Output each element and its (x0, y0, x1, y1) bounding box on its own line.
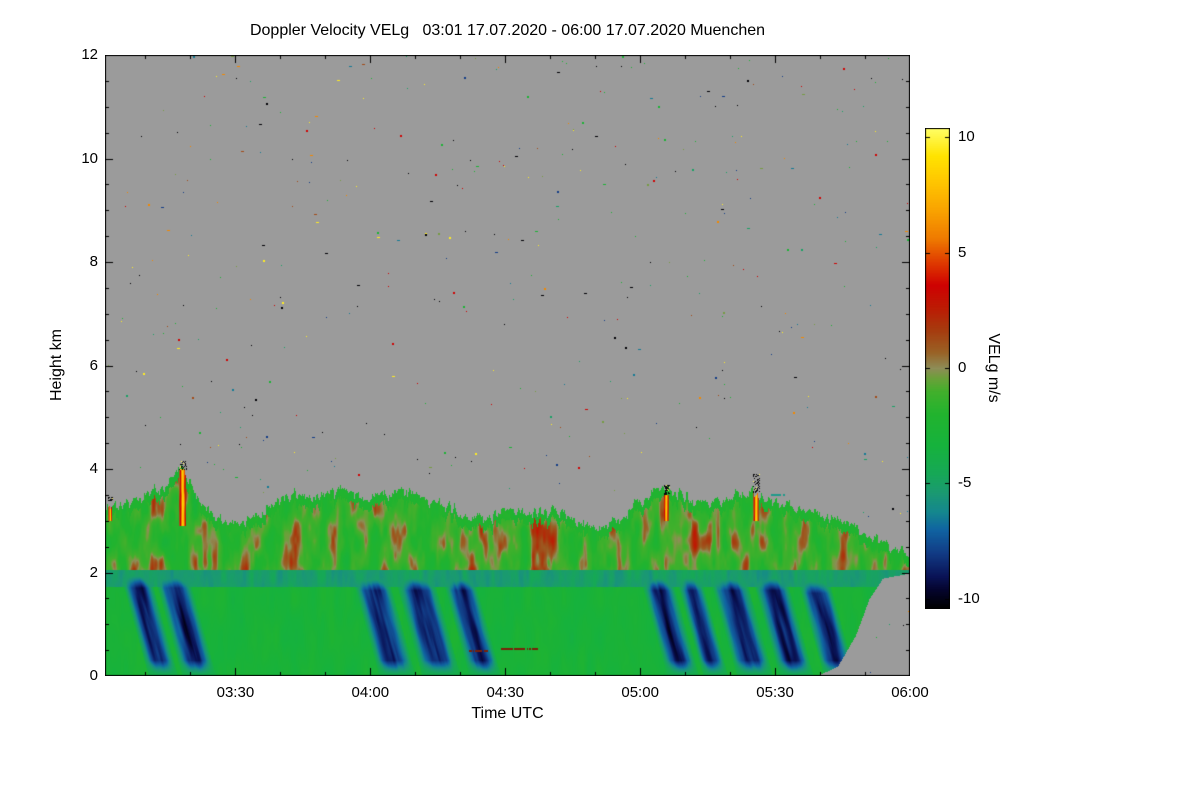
y-tick-label: 4 (89, 460, 98, 477)
y-tick-label: 12 (81, 46, 98, 63)
x-tick-label: 04:00 (351, 684, 390, 701)
y-tick-label: 10 (81, 149, 98, 167)
colorbar-tick-label: -5 (958, 474, 972, 492)
y-tick-label: 8 (89, 253, 98, 270)
x-tick-label: 03:30 (216, 684, 255, 701)
y-tick-label: 6 (89, 356, 98, 374)
x-tick-label: 04:30 (486, 684, 525, 701)
colorbar-label: VELg m/s (985, 333, 1002, 403)
y-tick-label: 2 (89, 563, 98, 581)
colorbar-tick-label: 0 (958, 359, 967, 376)
y-tick-label: 0 (89, 667, 98, 684)
x-tick-label: 05:30 (756, 684, 794, 701)
colorbar-tick-label: -10 (958, 589, 980, 607)
x-tick-label: 05:00 (621, 684, 659, 701)
plot-canvas (105, 55, 910, 676)
x-tick-label: 06:00 (891, 684, 929, 701)
colorbar-tick-label: 5 (958, 243, 967, 261)
x-axis-label: Time UTC (471, 705, 544, 722)
colorbar-tick-label: 10 (958, 128, 975, 146)
colorbar-canvas (925, 128, 950, 609)
chart-title: Doppler Velocity VELg 03:01 17.07.2020 -… (249, 22, 766, 39)
